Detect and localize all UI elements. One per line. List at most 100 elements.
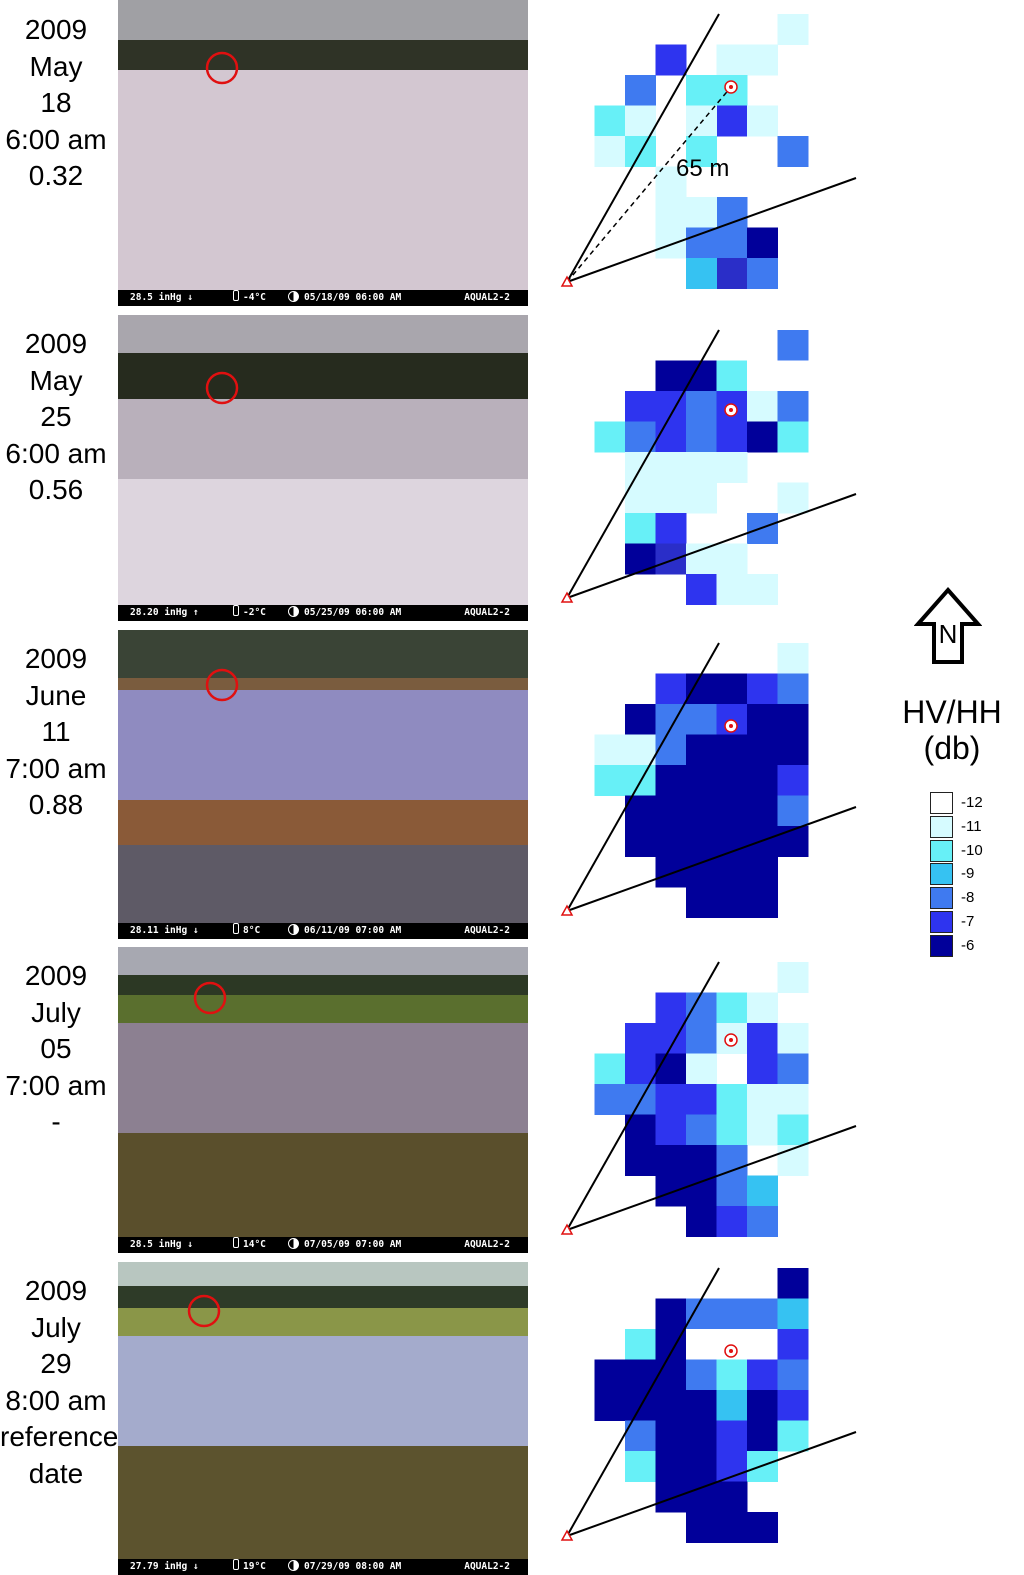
pressure-readout: 28.20 inHg ↑ [130, 607, 199, 618]
map-pixel [625, 826, 656, 857]
map-pixel [777, 1023, 809, 1054]
target-marker-dot [729, 408, 733, 412]
map-pixel [686, 1329, 717, 1360]
map-pixel [777, 1053, 809, 1085]
map-pixel [686, 992, 717, 1024]
date-label-line: July [31, 1311, 81, 1343]
map-pixel [594, 1359, 626, 1391]
map-pixel [625, 75, 656, 106]
date-label-line: 0.32 [28, 160, 84, 191]
panel-date-label: 2009 July 05 7:00 am - [0, 958, 112, 1141]
map-pixel [747, 105, 778, 137]
view-line-right [566, 1125, 857, 1231]
temperature-readout: 19°C [233, 1559, 266, 1575]
legend-title: HV/HH (db) [880, 694, 1024, 766]
north-label: N [939, 619, 958, 649]
camera-name: AQUAL2-2 [464, 1561, 510, 1572]
map-pixel [655, 421, 687, 453]
camera-info-bar: 28.5 inHg ↓ 14°C 07/05/09 07:00 AM AQUAL2-2 [118, 1237, 528, 1253]
temperature-readout: -2°C [233, 605, 266, 621]
map-pixel [686, 421, 717, 453]
map-pixel [686, 1206, 717, 1237]
map-pixel [747, 1023, 778, 1054]
date-label-line: 2009 [24, 14, 88, 45]
map-pixel [777, 765, 809, 796]
map-pixel [747, 992, 778, 1024]
map-pixel [655, 1420, 687, 1452]
camera-name: AQUAL2-2 [464, 1239, 510, 1250]
map-pixel [686, 1390, 717, 1421]
map-pixel [716, 452, 748, 483]
legend-swatch [930, 934, 953, 957]
camera-photo: 28.20 inHg ↑ -2°C 05/25/09 06:00 AM AQUAL2-… [118, 315, 528, 621]
radar-ratio-map [556, 642, 866, 943]
date-label-line: 18 [40, 87, 72, 118]
map-pixel [686, 452, 717, 483]
map-pixel [655, 1084, 687, 1115]
map-pixel [777, 360, 809, 392]
temperature-readout: 14°C [233, 1237, 266, 1253]
map-pixel [777, 391, 809, 422]
radar-ratio-map [556, 329, 866, 630]
map-pixel [594, 734, 626, 766]
map-pixel [747, 734, 778, 766]
map-pixel [777, 1268, 809, 1299]
camera-info-bar: 28.5 inHg ↓ -4°C 05/18/09 06:00 AM AQUAL2-2 [118, 290, 528, 306]
map-pixel [716, 673, 748, 705]
map-pixel [716, 795, 748, 827]
map-pixel [747, 227, 778, 259]
map-pixel [625, 1053, 656, 1085]
map-pixel [686, 1451, 717, 1482]
legend-swatch [930, 887, 953, 910]
panel-date-label: 2009 June 11 7:00 am 0.88 [0, 641, 112, 824]
camera-name: AQUAL2-2 [464, 607, 510, 618]
target-marker-dot [729, 724, 733, 728]
map-pixel [686, 360, 717, 392]
moon-phase-icon [288, 291, 299, 302]
north-arrow: N [913, 586, 983, 671]
view-line-left [566, 1267, 720, 1537]
map-pixel [777, 962, 809, 993]
moon-phase-icon [288, 606, 299, 617]
map-pixel [747, 1114, 778, 1146]
map-pixel [655, 1145, 687, 1176]
map-pixel [747, 258, 778, 289]
map-pixel [625, 513, 656, 544]
map-pixel [625, 1145, 656, 1176]
map-pixel [716, 1206, 748, 1237]
legend-value: -8 [961, 889, 975, 907]
legend-title-line-1: HV/HH [902, 694, 1002, 730]
map-pixel [625, 1451, 656, 1482]
map-pixel [655, 826, 687, 857]
map-pixel [747, 360, 778, 392]
date-label-line: July [31, 996, 81, 1028]
map-pixel [655, 1298, 687, 1330]
map-pixel [777, 826, 809, 857]
map-pixel [747, 1512, 778, 1543]
map-pixel [747, 1175, 778, 1207]
camera-photo: 27.79 inHg ↓ 19°C 07/29/09 08:00 AM AQUAL2-… [118, 1262, 528, 1575]
camera-location-icon [560, 904, 574, 916]
map-pixel [686, 1359, 717, 1391]
map-pixel [594, 1053, 626, 1085]
map-pixel [777, 673, 809, 705]
thermometer-icon [233, 605, 239, 616]
map-pixel [625, 734, 656, 766]
map-pixel [716, 1084, 748, 1115]
map-pixel [747, 1084, 778, 1115]
legend-swatch [930, 910, 953, 933]
map-pixel [777, 1390, 809, 1421]
map-pixel [716, 227, 748, 259]
map-pixel [777, 1084, 809, 1115]
date-label-line: June [25, 679, 87, 711]
date-label-line: 6:00 am [5, 437, 107, 469]
map-pixel [716, 1420, 748, 1452]
view-line-left [566, 13, 720, 283]
map-pixel [716, 105, 748, 137]
map-pixel [686, 704, 717, 735]
legend-value: -11 [961, 817, 982, 835]
panel-date-label: 2009 May 25 6:00 am 0.56 [0, 326, 112, 509]
map-pixel [716, 1175, 748, 1207]
moon-phase-icon [288, 1238, 299, 1249]
map-pixel [655, 44, 687, 76]
